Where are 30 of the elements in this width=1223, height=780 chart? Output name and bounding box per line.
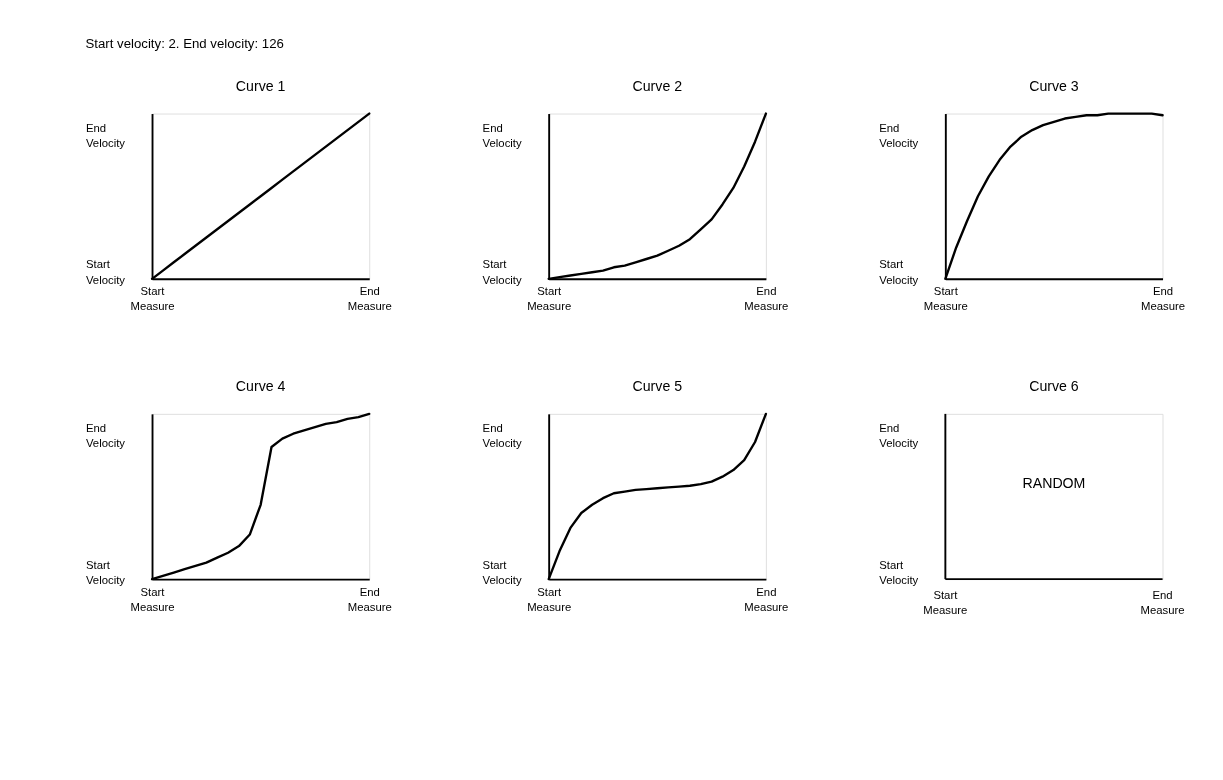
text: End Velocity: [85, 421, 126, 449]
text: RANDOM: [1022, 475, 1086, 492]
text: Start Velocity: [85, 258, 126, 286]
text: Start Velocity: [482, 258, 522, 286]
x-tick-label: Start Measure: [527, 585, 572, 613]
x-tick-label: Start Measure: [923, 285, 968, 313]
chart-title: Curve 2: [632, 77, 683, 94]
x-tick-label: End Measure: [744, 285, 789, 313]
text: Curve 6: [1029, 378, 1079, 395]
x-tick-label: Start Measure: [130, 285, 175, 313]
text: End Velocity: [879, 121, 919, 149]
x-tick-label: End Measure: [347, 585, 392, 613]
text: Start Velocity: [879, 558, 919, 586]
x-tick-label: End Measure: [744, 585, 789, 613]
chart-title: Curve 3: [1029, 77, 1079, 94]
chart-title: Curve 5: [632, 377, 683, 394]
text: End Velocity: [85, 121, 126, 149]
text: End Velocity: [482, 121, 522, 149]
chart-title: Curve 1: [235, 77, 286, 94]
text: Start Velocity: [879, 258, 919, 286]
text: Start Velocity: [85, 558, 126, 586]
x-tick-label: End Measure: [347, 285, 392, 313]
text: Start velocity: 2. End velocity: 126: [85, 35, 284, 51]
x-tick-label: End Measure: [1140, 285, 1186, 313]
x-tick-label: Start Measure: [527, 285, 572, 313]
text: End Velocity: [879, 421, 919, 449]
text: End Velocity: [482, 421, 522, 449]
text: Start Velocity: [482, 558, 522, 586]
x-tick-label: Start Measure: [130, 585, 175, 613]
chart-title: Curve 4: [235, 377, 286, 394]
